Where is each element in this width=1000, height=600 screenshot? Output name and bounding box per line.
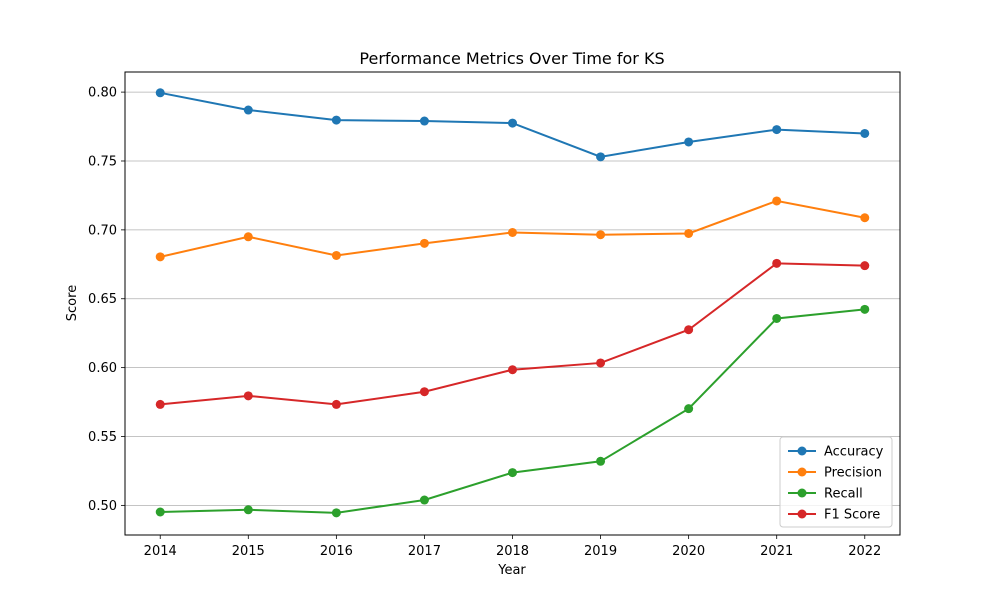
precision-point (684, 228, 694, 238)
x-tick-label: 2014 (144, 544, 177, 559)
x-tick-label: 2015 (232, 544, 265, 559)
y-tick-label: 0.65 (88, 292, 117, 307)
f1-score-point (155, 399, 165, 409)
recall-legend-marker (797, 488, 807, 498)
recall-point (772, 313, 782, 323)
x-tick-label: 2022 (848, 544, 881, 559)
precision-legend-label: Precision (824, 466, 882, 481)
y-tick-label: 0.70 (88, 223, 117, 238)
recall-point (860, 304, 870, 314)
legend-box (779, 436, 893, 528)
y-tick-label: 0.60 (88, 361, 117, 376)
recall-point (243, 505, 253, 515)
y-tick-label: 0.55 (88, 430, 117, 445)
y-axis-ticks: 0.50 0.55 0.60 0.65 0.70 0.75 0.80 (88, 86, 125, 514)
f1-score-legend-label: F1 Score (824, 508, 880, 523)
x-axis-label: Year (497, 563, 526, 578)
accuracy-point (684, 137, 694, 147)
recall-point (331, 508, 341, 518)
accuracy-point (596, 152, 606, 162)
y-axis-label: Score (65, 285, 80, 321)
f1-score-point (860, 261, 870, 271)
x-axis-ticks: 2014 2015 2016 2017 2018 2019 2020 2021 2022 (144, 535, 881, 559)
x-tick-label: 2018 (496, 544, 529, 559)
legend: Accuracy Precision Recall F1 Score (779, 436, 893, 528)
f1-score-point (596, 358, 606, 368)
accuracy-point (331, 115, 341, 125)
accuracy-point (155, 88, 165, 98)
accuracy-legend-label: Accuracy (824, 445, 884, 460)
recall-point (508, 468, 517, 478)
precision-point (243, 232, 253, 242)
recall-point (596, 456, 606, 466)
f1-score-point (508, 365, 517, 375)
y-tick-label: 0.50 (88, 499, 117, 514)
f1-score-point (684, 325, 694, 335)
precision-point (155, 252, 165, 262)
f1-score-point (419, 387, 429, 397)
precision-point (596, 230, 606, 240)
recall-point (419, 495, 429, 505)
accuracy-point (508, 118, 517, 128)
precision-point (419, 238, 429, 248)
x-tick-label: 2017 (408, 544, 441, 559)
precision-point (508, 227, 517, 237)
accuracy-point (772, 125, 782, 135)
x-tick-label: 2020 (672, 544, 705, 559)
f1-score-legend-marker (797, 509, 807, 519)
precision-point (772, 196, 782, 206)
accuracy-point (243, 105, 253, 115)
accuracy-point (419, 116, 429, 126)
f1-score-point (243, 391, 253, 401)
accuracy-point (860, 128, 870, 138)
recall-legend-label: Recall (824, 487, 863, 502)
chart-title: Performance Metrics Over Time for KS (359, 49, 664, 68)
x-tick-label: 2016 (320, 544, 353, 559)
precision-point (331, 250, 341, 260)
y-tick-label: 0.80 (88, 86, 117, 101)
x-tick-label: 2019 (584, 544, 617, 559)
precision-legend-marker (797, 467, 807, 477)
recall-point (684, 404, 694, 414)
accuracy-legend-marker (797, 446, 807, 456)
precision-point (860, 213, 870, 223)
f1-score-point (331, 399, 341, 409)
y-tick-label: 0.75 (88, 154, 117, 169)
recall-point (155, 507, 165, 517)
series-layer (155, 88, 870, 518)
x-tick-label: 2021 (760, 544, 793, 559)
f1-score-point (772, 258, 782, 268)
